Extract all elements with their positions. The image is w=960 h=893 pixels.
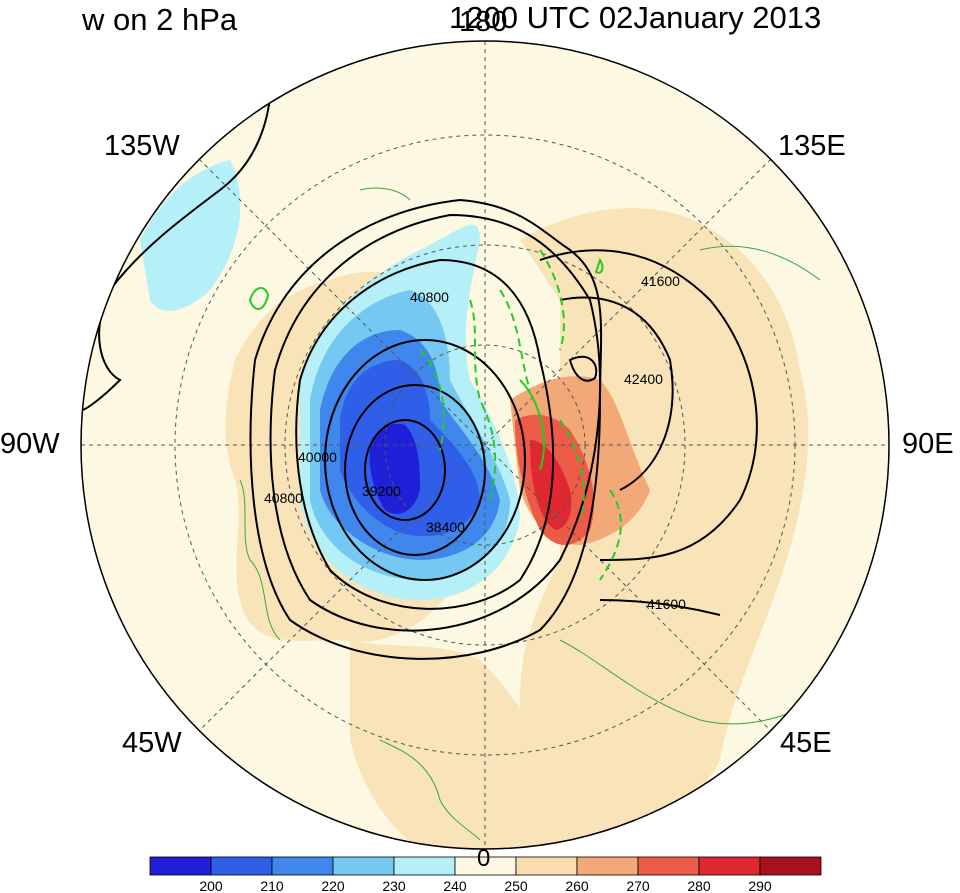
colorbar-tick-label: 210 [260, 878, 284, 893]
contour-label: 41600 [641, 273, 680, 289]
vertical-velocity-contours [248, 249, 622, 581]
contour-label: 40800 [264, 490, 303, 506]
map-border [80, 40, 890, 850]
colorbar-swatch [210, 856, 273, 876]
lon-label-90w: 90W [0, 428, 60, 460]
colorbar-tick-label: 290 [748, 878, 772, 893]
colorbar-swatch [149, 856, 212, 876]
colorbar-swatch [759, 856, 822, 876]
map-datetime: 1200 UTC 02January 2013 [449, 0, 822, 35]
colorbar-tick-label: 220 [321, 878, 345, 893]
contour-label: 38400 [426, 519, 465, 535]
lon-label-0: 0 [477, 845, 491, 872]
colorbar-tick-label: 240 [443, 878, 467, 893]
shade-200 [369, 423, 420, 514]
colorbar-swatch [698, 856, 761, 876]
coastlines [239, 187, 821, 841]
height-contours [81, 59, 758, 660]
shade-tan-south [350, 640, 583, 849]
contour-label-group: 40800 41600 42400 40000 39200 38400 4080… [264, 273, 686, 612]
colorbar-tick-label: 230 [382, 878, 406, 893]
colorbar-swatch [332, 856, 395, 876]
colorbar-swatch [576, 856, 639, 876]
contour-label: 40800 [410, 289, 449, 305]
lon-label-90e: 90E [902, 428, 954, 460]
colorbar-tick-label: 280 [687, 878, 711, 893]
lon-label-135w: 135W [104, 130, 180, 162]
colorbar-swatch [515, 856, 578, 876]
contour-label: 39200 [362, 483, 401, 499]
lon-label-45e: 45E [780, 727, 832, 759]
colorbar-tick-label: 270 [626, 878, 650, 893]
shade-blue-northwest [140, 160, 241, 311]
shade-290 [530, 440, 572, 530]
lon-label-180: 180 [459, 6, 508, 38]
colorbar: 200 210 220 230 240 250 260 270 280 290 [149, 856, 822, 893]
colorbar-swatch [393, 856, 456, 876]
shade-tan-north [520, 208, 809, 841]
lon-label-45w: 45W [122, 727, 182, 759]
map-title: w on 2 hPa [82, 2, 238, 37]
graticule [81, 41, 889, 849]
contour-label: 42400 [624, 371, 663, 387]
colorbar-swatch [637, 856, 700, 876]
colorbar-tick-label: 250 [504, 878, 528, 893]
contour-label: 41600 [647, 596, 686, 612]
lon-label-135e: 135E [778, 130, 846, 162]
colorbar-swatch [271, 856, 334, 876]
colorbar-tick-label: 260 [565, 878, 589, 893]
contour-label: 40000 [298, 449, 337, 465]
colorbar-tick-label: 200 [199, 878, 223, 893]
